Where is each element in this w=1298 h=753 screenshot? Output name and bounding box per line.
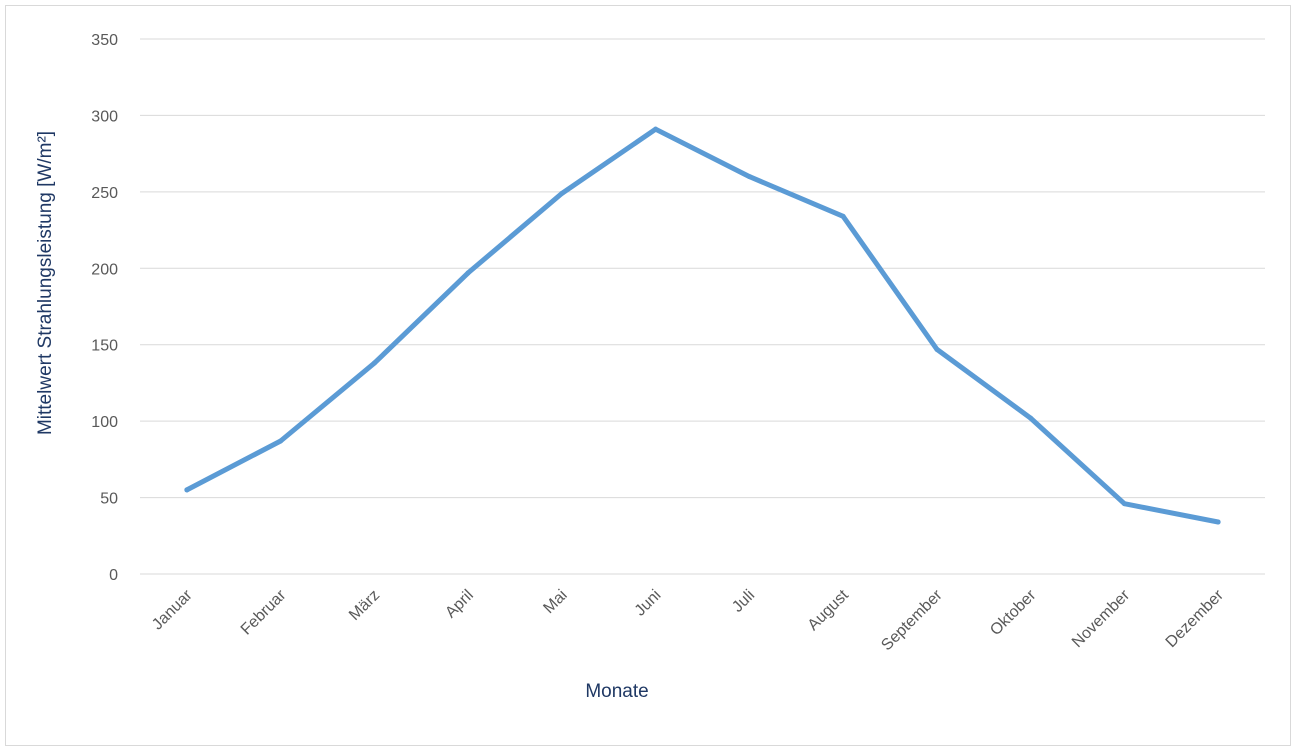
data-point	[1215, 519, 1221, 525]
series-layer	[184, 126, 1221, 525]
data-point	[1121, 501, 1127, 507]
y-axis-ticks: 0 50 100 150 200 250 300 350	[91, 32, 118, 584]
x-tick-label: Mai	[540, 587, 570, 617]
x-tick-label: Dezember	[1163, 586, 1228, 651]
y-tick-label: 0	[109, 567, 118, 584]
x-tick-label: Februar	[238, 586, 290, 638]
y-tick-label: 50	[100, 491, 118, 508]
x-tick-label: Juni	[632, 587, 665, 620]
data-point	[465, 270, 471, 276]
x-axis-title: Monate	[585, 681, 648, 702]
x-tick-label: August	[805, 586, 853, 634]
data-point	[653, 126, 659, 132]
y-tick-label: 150	[91, 338, 118, 355]
x-axis-ticks: Januar Februar März April Mai Juni Juli August S…	[149, 586, 1227, 654]
gridlines	[140, 38, 1265, 575]
data-point	[371, 360, 377, 366]
x-tick-label: April	[442, 587, 477, 622]
data-point	[184, 487, 190, 493]
data-point	[559, 190, 565, 196]
y-tick-label: 350	[91, 32, 118, 49]
data-point	[840, 213, 846, 219]
chart-frame	[5, 5, 1291, 746]
data-point	[1028, 415, 1034, 421]
x-tick-label: September	[878, 586, 946, 654]
series-line	[184, 126, 1221, 525]
x-tick-label: November	[1069, 586, 1134, 651]
y-tick-label: 250	[91, 185, 118, 202]
y-tick-label: 300	[91, 108, 118, 125]
x-tick-label: März	[346, 587, 383, 624]
data-point	[278, 438, 284, 444]
y-axis-title: Mittelwert Strahlungsleistung [W/m²]	[35, 131, 56, 435]
x-tick-label: Juli	[729, 587, 758, 616]
data-point	[934, 346, 940, 352]
y-tick-label: 100	[91, 414, 118, 431]
x-tick-label: Januar	[149, 586, 196, 633]
y-tick-label: 200	[91, 261, 118, 278]
x-tick-label: Oktober	[987, 586, 1040, 639]
data-point	[746, 174, 752, 180]
